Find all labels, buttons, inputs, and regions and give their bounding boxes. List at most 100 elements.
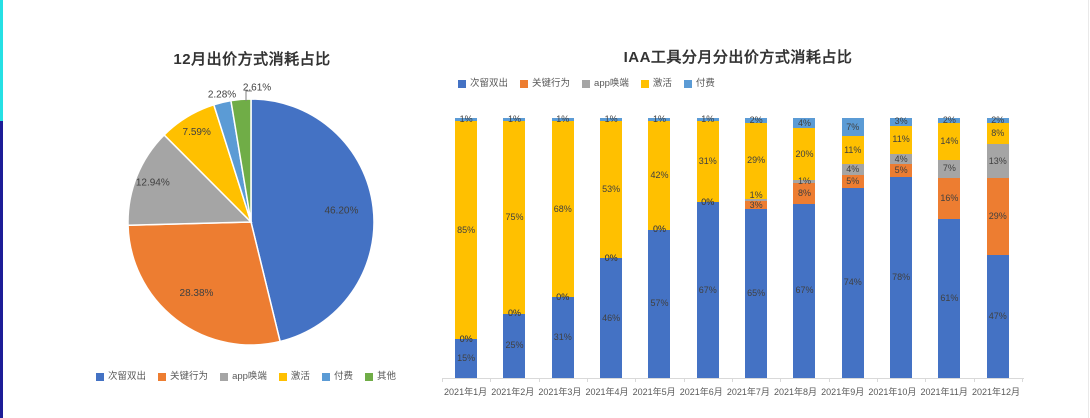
bar-segment-series2-m11[interactable] bbox=[938, 159, 961, 178]
bar-stack-2021年4月: 46% 0% 0% 53% 1% bbox=[600, 114, 623, 378]
bar-segment-series4-m3[interactable] bbox=[551, 118, 574, 121]
bar-column-7: 65% 3% 1% 29% 2% bbox=[732, 115, 780, 378]
bar-segment-series4-m1[interactable] bbox=[455, 118, 478, 121]
x-axis-labels: 2021年1月 2021年2月 2021年3月 2021年4月 2021年5月 2021年… bbox=[442, 385, 1022, 398]
bar-segment-series3-m6[interactable] bbox=[696, 120, 719, 203]
bar-value-label: 29% bbox=[747, 155, 766, 166]
bar-segment-series3-m5[interactable] bbox=[648, 120, 671, 230]
legend-label: 关键行为 bbox=[532, 78, 571, 89]
pie-legend: 次留双出 关键行为 app唤端 激活 付费 其他 bbox=[40, 371, 464, 383]
bar-segment-series0-m8[interactable] bbox=[793, 203, 816, 378]
pie-value-label: 46.20% bbox=[324, 206, 358, 217]
bar-value-label: 74% bbox=[843, 277, 862, 288]
pie-plot-area: 46.20% 28.38% 12.94% 7.59% 2.28% 2.61% bbox=[127, 83, 375, 346]
bar-segment-series4-m2[interactable] bbox=[503, 118, 526, 121]
legend-swatch-icon bbox=[458, 80, 466, 88]
bar-value-label: 11% bbox=[844, 144, 862, 155]
bar-segment-series3-m3[interactable] bbox=[551, 120, 574, 298]
bar-value-label: 13% bbox=[988, 155, 1007, 166]
legend-swatch-icon bbox=[683, 80, 692, 88]
pie-value-label: 2.61% bbox=[243, 83, 271, 94]
bar-segment-series2-m9[interactable] bbox=[841, 164, 864, 175]
bar-value-label: 1% bbox=[459, 113, 473, 124]
pie-slice-2[interactable] bbox=[127, 133, 253, 227]
bar-value-label: 47% bbox=[988, 310, 1007, 321]
bar-value-label: 0% bbox=[507, 308, 521, 319]
x-axis-label: 2021年6月 bbox=[679, 387, 723, 397]
pie-legend-item-3[interactable]: 激活 bbox=[278, 371, 310, 383]
bar-segment-series3-m7[interactable] bbox=[745, 123, 768, 199]
bar-segment-series3-m12[interactable] bbox=[986, 123, 1009, 145]
bar-segment-series0-m12[interactable] bbox=[986, 254, 1009, 378]
bar-segment-series4-m6[interactable] bbox=[696, 118, 719, 121]
bar-value-label: 8% bbox=[991, 128, 1005, 139]
pie-legend-item-4[interactable]: 付费 bbox=[321, 371, 353, 383]
bar-value-label: 11% bbox=[892, 134, 910, 145]
bar-segment-series0-m11[interactable] bbox=[938, 219, 961, 378]
bar-segment-series1-m12[interactable] bbox=[986, 178, 1009, 255]
bar-segment-series0-m10[interactable] bbox=[890, 177, 913, 378]
bar-segment-series0-m9[interactable] bbox=[841, 187, 864, 378]
bar-segment-series2-m7[interactable] bbox=[745, 198, 768, 202]
pie-legend-item-5[interactable]: 其他 bbox=[364, 371, 396, 383]
bar-segment-series3-m4[interactable] bbox=[600, 120, 623, 259]
pie-legend-item-0[interactable]: 次留双出 bbox=[96, 371, 146, 383]
bar-segment-series4-m8[interactable] bbox=[793, 118, 816, 129]
bar-segment-series4-m10[interactable] bbox=[890, 118, 913, 126]
bar-segment-series1-m7[interactable] bbox=[745, 201, 768, 209]
bar-segment-series3-m10[interactable] bbox=[890, 125, 913, 155]
bar-segment-series0-m7[interactable] bbox=[745, 209, 768, 378]
bar-segment-series4-m5[interactable] bbox=[648, 118, 671, 121]
bar-segment-series4-m11[interactable] bbox=[938, 118, 961, 124]
bar-segment-series2-m8[interactable] bbox=[793, 180, 816, 183]
x-axis-tick bbox=[877, 378, 878, 382]
bar-segment-series4-m12[interactable] bbox=[986, 118, 1009, 124]
bar-segment-series1-m9[interactable] bbox=[841, 174, 864, 188]
bar-value-label: 29% bbox=[988, 211, 1007, 221]
pie-chart: 12月出价方式消耗占比 46.20% 28.38% 12.94% 7.59% 2.28%… bbox=[40, 40, 464, 400]
bar-stack-2021年1月: 15% 0% 0% 85% 1% bbox=[455, 114, 478, 378]
pie-slice-1[interactable] bbox=[127, 221, 281, 346]
pie-legend-item-2[interactable]: app唤端 bbox=[220, 371, 267, 383]
bar-segment-series2-m10[interactable] bbox=[890, 154, 913, 165]
bar-legend-item-4[interactable]: 付费 bbox=[683, 78, 715, 90]
bar-segment-series0-m6[interactable] bbox=[696, 202, 719, 378]
bar-value-label: 67% bbox=[795, 285, 814, 296]
pie-slice-0[interactable] bbox=[250, 98, 375, 343]
bar-segment-series1-m8[interactable] bbox=[793, 183, 816, 204]
bar-value-label: 31% bbox=[698, 155, 717, 166]
bar-segment-series1-m11[interactable] bbox=[938, 177, 961, 220]
bar-segment-series0-m5[interactable] bbox=[648, 229, 671, 378]
bar-legend-item-1[interactable]: 关键行为 bbox=[520, 78, 570, 90]
bar-legend-item-2[interactable]: app唤端 bbox=[582, 78, 629, 90]
bar-value-label: 1% bbox=[652, 113, 666, 124]
bar-segment-series3-m2[interactable] bbox=[503, 120, 526, 314]
bar-segment-series1-m10[interactable] bbox=[890, 164, 913, 178]
bar-value-label: 78% bbox=[892, 272, 911, 283]
pie-legend-item-1[interactable]: 关键行为 bbox=[158, 371, 208, 383]
bar-segment-series0-m4[interactable] bbox=[600, 258, 623, 378]
bar-legend-item-3[interactable]: 激活 bbox=[640, 78, 672, 90]
x-axis-tick bbox=[973, 378, 975, 382]
bar-segment-series3-m9[interactable] bbox=[841, 136, 864, 165]
pie-value-label: 28.38% bbox=[180, 288, 214, 299]
bar-segment-series4-m9[interactable] bbox=[841, 118, 864, 137]
x-axis-tick bbox=[490, 378, 492, 382]
bar-value-label: 0% bbox=[701, 196, 715, 207]
bar-segment-series3-m11[interactable] bbox=[938, 123, 961, 160]
pie-slice-5[interactable] bbox=[230, 98, 252, 223]
bar-segment-series0-m3[interactable] bbox=[551, 297, 574, 378]
bar-segment-series2-m12[interactable] bbox=[986, 144, 1009, 179]
bar-segment-series4-m4[interactable] bbox=[600, 118, 623, 121]
bar-legend-item-0[interactable]: 次留双出 bbox=[458, 78, 508, 90]
bar-segment-series3-m8[interactable] bbox=[793, 128, 816, 181]
bar-stack-2021年2月: 25% 0% 0% 75% 1% bbox=[503, 114, 526, 378]
bar-value-label: 75% bbox=[505, 211, 524, 222]
bar-segment-series4-m7[interactable] bbox=[745, 118, 768, 124]
x-axis-label: 2021年1月 bbox=[444, 387, 488, 397]
bar-segment-series3-m1[interactable] bbox=[455, 120, 478, 340]
x-axis-tick bbox=[780, 378, 782, 382]
bar-legend: 次留双出 关键行为 app唤端 激活 付费 bbox=[458, 78, 727, 90]
bar-segment-series0-m1[interactable] bbox=[455, 339, 478, 378]
bar-segment-series0-m2[interactable] bbox=[503, 313, 526, 378]
